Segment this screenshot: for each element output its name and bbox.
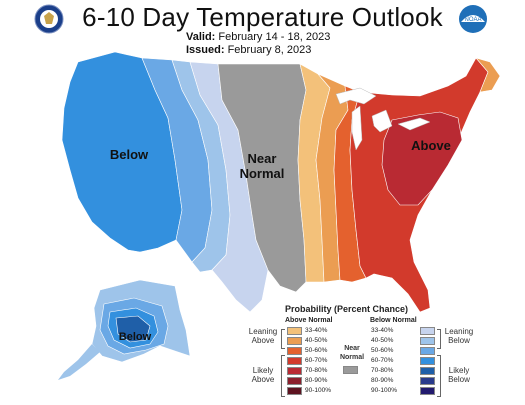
above-swatch-label-5: 70-80% bbox=[305, 367, 328, 374]
valid-value: February 14 - 18, 2023 bbox=[218, 31, 331, 43]
above-swatch-label-6: 80-90% bbox=[305, 377, 328, 384]
above-swatch-label-2: 40-50% bbox=[305, 337, 328, 344]
region-above-70 bbox=[381, 111, 463, 206]
likely-below-line2: Below bbox=[448, 375, 470, 384]
below-swatch-label-3: 50-60% bbox=[371, 347, 394, 354]
above-swatch-label-3: 50-60% bbox=[305, 347, 328, 354]
noaa-logo-text: NOAA bbox=[464, 17, 481, 23]
region-above-33-ne bbox=[475, 57, 501, 93]
likely-below-line1: Likely bbox=[448, 366, 470, 375]
noaa-logo-icon: NOAA bbox=[459, 5, 487, 33]
leaning-below-line2: Below bbox=[448, 336, 470, 345]
leaning-above-line1: Leaning bbox=[248, 327, 278, 336]
below-swatch-2 bbox=[420, 337, 435, 345]
below-swatch-label-4: 60-70% bbox=[371, 357, 394, 364]
above-swatch-label-7: 90-100% bbox=[305, 387, 332, 394]
issued-label: Issued: bbox=[186, 44, 225, 56]
below-swatch-3 bbox=[420, 347, 435, 355]
below-swatch-label-6: 80-90% bbox=[371, 377, 394, 384]
leaning-above-line2: Above bbox=[251, 336, 275, 345]
doc-seal-icon bbox=[34, 4, 64, 34]
below-swatch-1 bbox=[420, 327, 435, 335]
above-swatch-4 bbox=[287, 357, 302, 365]
below-swatch-4 bbox=[420, 357, 435, 365]
above-swatch-2 bbox=[287, 337, 302, 345]
legend-title: Probability (Percent Chance) bbox=[285, 304, 409, 314]
valid-line: Valid: February 14 - 18, 2023 bbox=[186, 31, 330, 43]
bracket-leaning-above bbox=[281, 329, 285, 349]
below-swatch-label-5: 70-80% bbox=[371, 367, 394, 374]
alaska-aleutians bbox=[58, 344, 100, 380]
likely-above-line2: Above bbox=[251, 375, 275, 384]
leaning-below-line1: Leaning bbox=[444, 327, 474, 336]
above-swatch-5 bbox=[287, 367, 302, 375]
label-below-alaska: Below bbox=[118, 331, 152, 343]
below-swatch-label-7: 90-100% bbox=[371, 387, 398, 394]
valid-label: Valid: bbox=[186, 31, 216, 43]
near-normal-line1: Near bbox=[344, 345, 360, 352]
bracket-leaning-below bbox=[437, 329, 441, 349]
bracket-likely-above bbox=[281, 355, 285, 397]
label-near: Near bbox=[247, 151, 277, 166]
legend-near-normal-label: Near Normal bbox=[337, 344, 367, 362]
legend-leaning-above: Leaning Above bbox=[245, 327, 281, 345]
near-normal-line2: Normal bbox=[339, 354, 365, 361]
above-swatch-label-1: 33-40% bbox=[305, 327, 328, 334]
above-swatch-6 bbox=[287, 377, 302, 385]
legend-above-header: Above Normal bbox=[285, 317, 333, 324]
above-swatch-7 bbox=[287, 387, 302, 395]
legend-leaning-below: Leaning Below bbox=[441, 327, 477, 345]
above-swatch-3 bbox=[287, 347, 302, 355]
below-swatch-6 bbox=[420, 377, 435, 385]
bracket-likely-below bbox=[437, 355, 441, 397]
label-below-west: Below bbox=[109, 147, 149, 162]
label-normal: Normal bbox=[239, 166, 285, 181]
below-swatch-label-2: 40-50% bbox=[371, 337, 394, 344]
issued-line: Issued: February 8, 2023 bbox=[186, 44, 311, 56]
great-lakes bbox=[335, 87, 431, 151]
below-swatch-label-1: 33-40% bbox=[371, 327, 394, 334]
above-swatch-1 bbox=[287, 327, 302, 335]
above-swatch-label-4: 60-70% bbox=[305, 357, 328, 364]
below-swatch-7 bbox=[420, 387, 435, 395]
issued-value: February 8, 2023 bbox=[227, 44, 312, 56]
likely-above-line1: Likely bbox=[252, 366, 274, 375]
legend-near-normal-swatch bbox=[343, 366, 358, 374]
legend-likely-below: Likely Below bbox=[441, 366, 477, 384]
page-title: 6-10 Day Temperature Outlook bbox=[82, 2, 443, 32]
region-alaska-below-70 bbox=[115, 315, 151, 343]
below-swatch-5 bbox=[420, 367, 435, 375]
label-above-east: Above bbox=[411, 138, 451, 153]
legend-below-header: Below Normal bbox=[370, 317, 417, 324]
legend: Probability (Percent Chance) Above Norma… bbox=[245, 300, 515, 400]
legend-likely-above: Likely Above bbox=[245, 366, 281, 384]
